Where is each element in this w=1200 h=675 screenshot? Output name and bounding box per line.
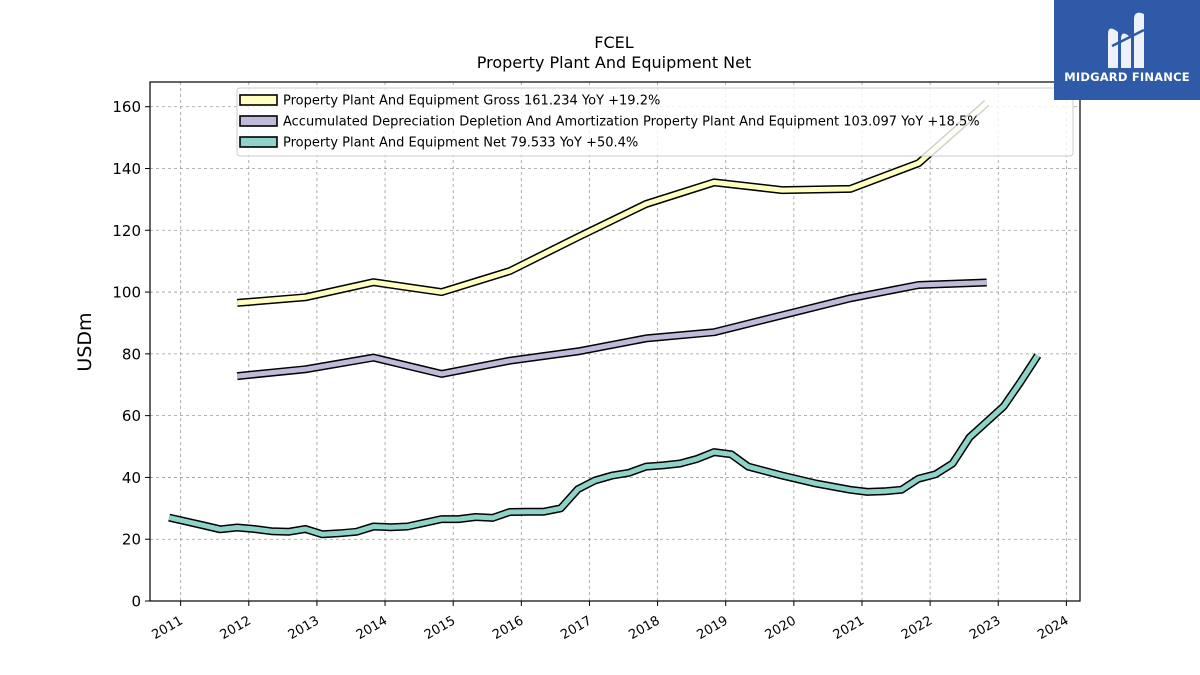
legend-label-1: Property Plant And Equipment Gross 161.2… — [283, 94, 660, 109]
x-tick-label: 2014 — [354, 613, 390, 643]
x-tick-label: 2020 — [763, 613, 799, 643]
x-tick-label: 2019 — [695, 613, 731, 643]
x-tick-label: 2016 — [490, 613, 526, 643]
chart-title: FCEL — [594, 33, 633, 52]
y-tick-label: 120 — [112, 222, 141, 240]
legend-swatch-2 — [239, 115, 278, 127]
legend-swatch-3 — [239, 136, 278, 148]
x-tick-label: 2023 — [967, 613, 1003, 643]
y-tick-label: 140 — [112, 160, 141, 178]
series-line-2 — [236, 280, 987, 379]
series-lines — [168, 100, 1042, 539]
y-axis-label: USDm — [74, 312, 96, 371]
x-tick-label: 2011 — [149, 613, 185, 643]
y-tick-label: 100 — [112, 284, 141, 302]
x-tick-label: 2015 — [422, 613, 458, 643]
legend-label-2: Accumulated Depreciation Depletion And A… — [283, 115, 980, 130]
legend-label-3: Property Plant And Equipment Net 79.533 … — [283, 136, 638, 151]
legend-swatch-1 — [239, 94, 278, 106]
x-tick-label: 2018 — [626, 613, 662, 643]
legend: Property Plant And Equipment Gross 161.2… — [236, 87, 1074, 157]
y-tick-label: 0 — [131, 593, 141, 611]
y-tick-label: 160 — [112, 98, 141, 116]
y-tick-label: 80 — [122, 345, 141, 363]
series-line-1 — [236, 101, 989, 306]
x-tick-label: 2021 — [831, 613, 867, 643]
legend-box — [236, 87, 1074, 157]
series-line-3 — [168, 354, 1040, 537]
chart-subtitle: Property Plant And Equipment Net — [477, 53, 752, 72]
x-tick-label: 2012 — [218, 613, 254, 643]
logo-text: MIDGARD FINANCE — [1064, 70, 1190, 84]
y-tick-label: 60 — [122, 407, 141, 425]
plot-frame — [149, 81, 1081, 602]
midgard-finance-logo: MIDGARD FINANCE — [1054, 0, 1200, 100]
y-tick-label: 20 — [122, 531, 141, 549]
x-tick-label: 2017 — [558, 613, 594, 643]
x-tick-label: 2024 — [1035, 613, 1071, 643]
midgard-logo-icon — [1108, 12, 1145, 69]
series-line-outline-3 — [168, 353, 1042, 539]
x-tick-label: 2013 — [286, 613, 322, 643]
x-tick-label: 2022 — [899, 613, 935, 643]
y-tick-label: 40 — [122, 469, 141, 487]
